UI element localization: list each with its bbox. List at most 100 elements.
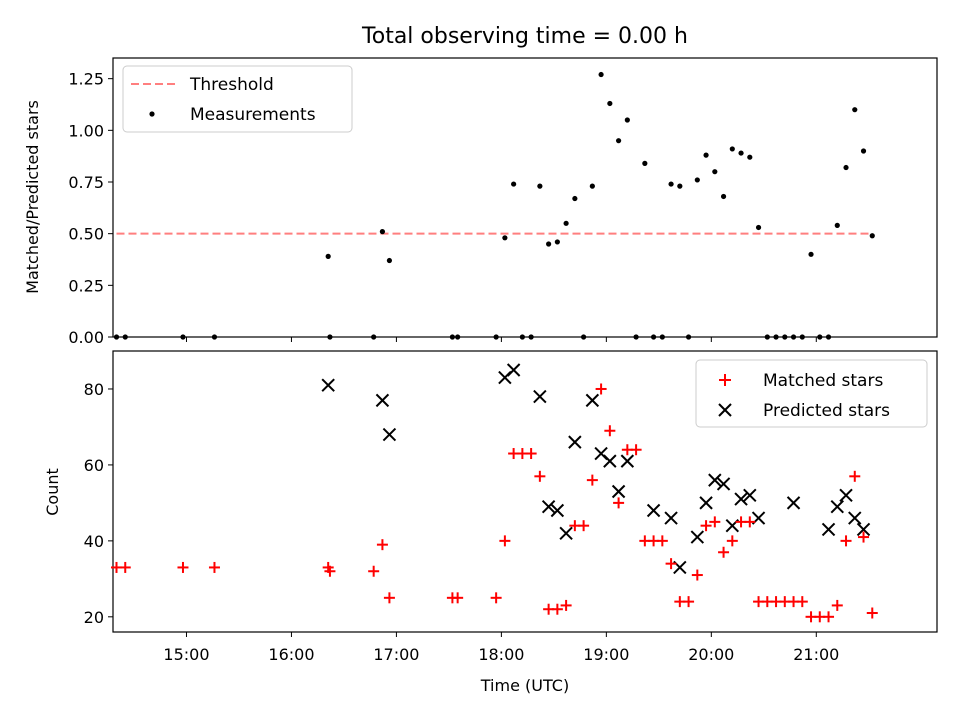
predicted-star-point bbox=[506, 363, 521, 377]
measurement-point bbox=[211, 334, 218, 340]
top-ytick-label: 0.00 bbox=[68, 328, 104, 347]
measurement-point bbox=[799, 334, 805, 340]
predicted-star-point bbox=[550, 503, 565, 518]
measurement-point bbox=[537, 183, 543, 189]
predicted-star-stroke bbox=[664, 511, 678, 525]
measurement-point bbox=[554, 239, 560, 245]
predicted-star-point bbox=[848, 511, 862, 525]
top-ytick-label: 0.25 bbox=[68, 276, 104, 295]
measurement-point bbox=[624, 117, 630, 123]
predicted-star-point bbox=[708, 473, 722, 487]
matched-star-point bbox=[208, 561, 220, 573]
top-ytick-label: 0.50 bbox=[68, 225, 104, 244]
predicted-star-stroke bbox=[594, 446, 608, 461]
predicted-star-point bbox=[533, 389, 547, 404]
matched-star-point bbox=[823, 611, 835, 623]
bottom-xtick-label: 19:00 bbox=[583, 645, 629, 664]
measurement-point bbox=[685, 334, 692, 340]
bottom-xtick-label: 15:00 bbox=[163, 645, 209, 664]
measurement-point bbox=[659, 334, 665, 340]
bottom-xtick-label: 18:00 bbox=[478, 645, 524, 664]
matched-star-point bbox=[718, 546, 730, 558]
bottom-xtick-label: 21:00 bbox=[793, 645, 839, 664]
matched-star-point bbox=[726, 535, 738, 547]
predicted-star-stroke bbox=[382, 427, 397, 442]
bottom-xtick-label: 17:00 bbox=[373, 645, 419, 664]
predicted-star-stroke bbox=[321, 378, 335, 392]
measurement-point bbox=[502, 235, 508, 241]
predicted-star-stroke bbox=[559, 526, 573, 540]
measurement-point bbox=[703, 152, 709, 158]
bottom-legend-frame bbox=[695, 359, 928, 428]
measurement-point bbox=[511, 181, 517, 187]
predicted-star-point bbox=[716, 477, 731, 491]
top-y-ticks: 0.00 0.25 0.50 0.75 1.00 1.25 bbox=[68, 70, 113, 347]
legend-measurements-swatch bbox=[149, 111, 155, 117]
top-panel: 0.00 0.25 0.50 0.75 1.00 1.25 Matched/Predict… bbox=[23, 57, 938, 347]
predicted-star-point bbox=[699, 496, 713, 510]
matched-star-point bbox=[499, 535, 511, 547]
top-ytick-label: 1.25 bbox=[68, 70, 104, 89]
top-axes-frame bbox=[112, 57, 938, 338]
matched-star-point bbox=[383, 592, 395, 604]
measurement-point bbox=[449, 334, 455, 340]
top-legend: Threshold Measurements bbox=[122, 65, 353, 133]
measurement-point bbox=[615, 138, 622, 144]
measurement-point bbox=[808, 251, 814, 257]
predicted-star-stroke bbox=[856, 522, 871, 537]
matched-star-point bbox=[866, 607, 878, 619]
predicted-star-point bbox=[690, 530, 705, 544]
matched-star-point bbox=[119, 561, 131, 573]
predicted-star-stroke bbox=[708, 473, 722, 487]
bottom-xtick-label: 20:00 bbox=[688, 645, 734, 664]
measurement-point bbox=[825, 334, 832, 340]
top-legend-frame bbox=[122, 65, 353, 133]
measurement-point bbox=[325, 253, 331, 259]
measurement-point bbox=[843, 164, 849, 171]
matched-star-point bbox=[586, 474, 598, 486]
matched-star-point bbox=[177, 561, 189, 573]
matched-star-point bbox=[525, 448, 537, 460]
measurement-point bbox=[519, 334, 525, 340]
bottom-ytick-label: 60 bbox=[84, 456, 104, 475]
measurement-point bbox=[677, 183, 683, 189]
measurement-point bbox=[650, 334, 657, 340]
predicted-star-point bbox=[321, 378, 335, 392]
predicted-star-point bbox=[786, 496, 801, 510]
predicted-star-stroke bbox=[839, 488, 853, 503]
measurement-point bbox=[327, 334, 333, 340]
predicted-star-stroke bbox=[646, 503, 661, 518]
measurement-point bbox=[633, 334, 639, 340]
predicted-star-stroke bbox=[620, 454, 635, 468]
measurement-point bbox=[773, 334, 779, 340]
predicted-star-point bbox=[734, 492, 748, 506]
predicted-star-point bbox=[603, 454, 617, 468]
measurement-point bbox=[607, 100, 613, 107]
measurement-point bbox=[869, 233, 875, 239]
matched-star-point bbox=[683, 596, 695, 608]
matched-star-point bbox=[578, 520, 590, 532]
matched-star-point bbox=[534, 470, 546, 482]
legend-predicted-swatch bbox=[718, 403, 732, 417]
matched-star-point bbox=[858, 531, 870, 543]
measurement-point bbox=[790, 334, 797, 340]
predicted-star-stroke bbox=[541, 499, 556, 514]
matched-star-point bbox=[849, 470, 861, 482]
predicted-star-point bbox=[646, 503, 661, 518]
matched-star-point bbox=[560, 599, 572, 611]
predicted-star-stroke bbox=[533, 389, 547, 404]
predicted-star-point bbox=[664, 511, 678, 525]
measurement-point bbox=[572, 195, 578, 202]
matched-star-point bbox=[656, 535, 668, 547]
measurement-point bbox=[180, 334, 186, 340]
measurement-point bbox=[598, 71, 604, 78]
matched-star-point bbox=[709, 516, 721, 528]
top-ytick-label: 0.75 bbox=[68, 173, 104, 192]
measurement-point bbox=[379, 229, 386, 235]
measurement-point bbox=[563, 220, 569, 226]
matched-star-point bbox=[368, 565, 380, 577]
matched-star-point bbox=[744, 516, 756, 528]
predicted-star-stroke bbox=[821, 522, 836, 537]
predicted-star-stroke bbox=[848, 511, 862, 525]
measurement-point bbox=[642, 160, 648, 166]
